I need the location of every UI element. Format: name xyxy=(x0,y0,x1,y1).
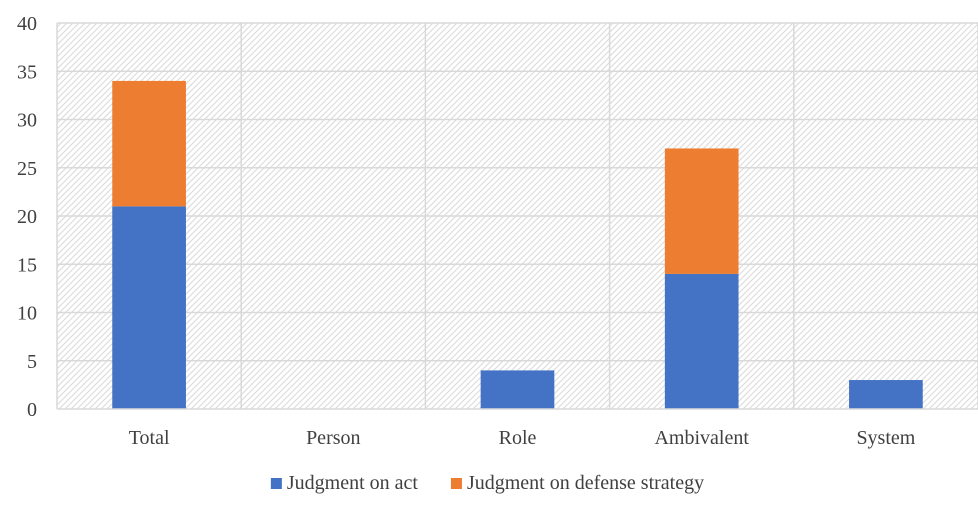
gridlines xyxy=(56,22,978,409)
y-tick-label: 40 xyxy=(17,13,37,35)
legend-label: Judgment on act xyxy=(287,472,419,494)
y-tick-label: 5 xyxy=(27,351,37,373)
bar-system-series-1 xyxy=(849,380,923,409)
y-tick-label: 0 xyxy=(27,399,37,421)
y-tick-label: 15 xyxy=(17,254,37,276)
x-tick-label: System xyxy=(856,427,915,449)
bar-ambivalent-series-2 xyxy=(664,148,739,274)
legend-swatch xyxy=(450,478,462,489)
y-tick-label: 25 xyxy=(17,158,37,180)
x-tick-label: Person xyxy=(306,427,360,449)
x-tick-label: Role xyxy=(499,427,537,449)
x-tick-label: Total xyxy=(129,427,170,449)
legend-item: Judgment on act xyxy=(270,472,419,494)
bar-total-series-2 xyxy=(112,80,186,207)
y-tick-label: 30 xyxy=(17,110,37,132)
legend-swatch xyxy=(270,478,282,489)
legend: Judgment on act Judgment on defense strat… xyxy=(270,472,704,494)
bars xyxy=(112,80,923,409)
bar-role-series-1 xyxy=(480,370,555,409)
y-tick-label: 20 xyxy=(17,206,37,228)
y-tick-label: 10 xyxy=(17,303,37,325)
y-tick-label: 35 xyxy=(17,61,37,83)
bar-total-series-1 xyxy=(112,206,186,409)
legend-item: Judgment on defense strategy xyxy=(450,472,704,494)
legend-label: Judgment on defense strategy xyxy=(467,472,704,494)
x-tick-label: Ambivalent xyxy=(654,427,749,449)
bar-ambivalent-series-1 xyxy=(664,273,739,409)
axes: 0 5 10 15 20 25 30 35 40 Total Person Role Ambivalen… xyxy=(17,13,978,449)
